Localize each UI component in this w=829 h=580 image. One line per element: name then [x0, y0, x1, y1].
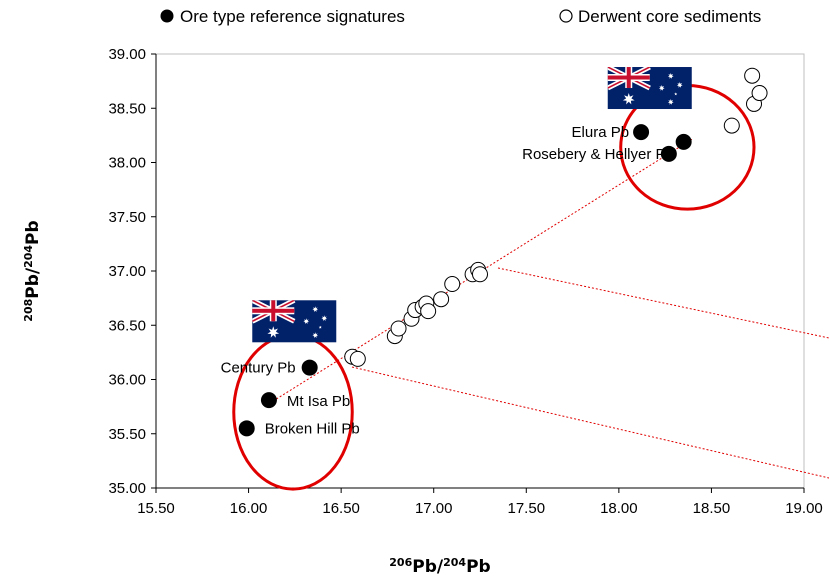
- australia-flag: [252, 300, 337, 343]
- derwent-point: [390, 320, 407, 337]
- x-tick-label: 17.50: [508, 500, 546, 517]
- legend-marker-ore: [160, 9, 174, 23]
- y-tick-label: 37.50: [108, 209, 146, 226]
- x-tick-label: 17.00: [415, 500, 453, 517]
- legend-marker-derwent: [559, 9, 573, 23]
- ore-point: [301, 359, 318, 376]
- ore-point-label: Elura Pb: [572, 124, 630, 141]
- y-tick-label: 39.00: [108, 46, 146, 63]
- y-tick-label: 36.00: [108, 372, 146, 389]
- x-ticks: 15.50 16.00 16.50 17.00 17.50 18.00 18.50 19.00: [137, 488, 823, 517]
- zoom-guide-line-lower: [351, 366, 829, 479]
- derwent-point: [420, 303, 437, 320]
- ore-point: [660, 145, 677, 162]
- derwent-point: [472, 266, 488, 283]
- x-axis-title: 206Pb/204Pb: [389, 556, 490, 577]
- ore-point: [260, 392, 277, 409]
- x-tick-label: 16.00: [230, 500, 268, 517]
- australia-flag: [607, 67, 692, 110]
- y-ticks: 35.00 35.50 36.00 36.50 37.00 37.50 38.00 38.50…: [108, 46, 156, 497]
- x-tick-label: 18.00: [600, 500, 638, 517]
- annotations: [232, 67, 756, 491]
- derwent-point: [433, 291, 450, 308]
- derwent-point: [751, 85, 768, 102]
- y-axis-title: 208Pb/204Pb: [22, 220, 43, 321]
- y-tick-label: 38.00: [108, 155, 146, 172]
- zoom-guide-line-upper: [497, 267, 829, 339]
- ore-point-label: Mt Isa Pb: [287, 393, 350, 410]
- derwent-point: [723, 117, 740, 134]
- x-tick-label: 19.00: [785, 500, 823, 517]
- legend-label-ore: Ore type reference signatures: [180, 7, 405, 26]
- ore-point-label: Century Pb: [221, 360, 296, 377]
- x-tick-label: 18.50: [693, 500, 731, 517]
- y-tick-label: 35.50: [108, 426, 146, 443]
- derwent-point: [349, 350, 366, 367]
- point-labels: Broken Hill Pb Mt Isa Pb Century Pb Elura P…: [221, 124, 674, 437]
- ore-point: [633, 124, 650, 141]
- ore-point-label: Rosebery & Hellyer Pb: [522, 146, 674, 163]
- y-tick-label: 36.50: [108, 317, 146, 334]
- y-tick-label: 38.50: [108, 100, 146, 117]
- y-tick-label: 37.00: [108, 263, 146, 280]
- ore-point: [675, 133, 692, 150]
- series-ore-reference-signatures: [238, 124, 692, 437]
- derwent-point: [744, 67, 761, 84]
- x-tick-label: 16.50: [322, 500, 360, 517]
- ore-point-label: Broken Hill Pb: [265, 420, 360, 437]
- ore-point: [238, 420, 255, 437]
- highlight-circle: [232, 333, 354, 491]
- legend: Ore type reference signatures Derwent co…: [160, 7, 761, 26]
- derwent-point: [444, 276, 461, 293]
- legend-label-derwent: Derwent core sediments: [578, 7, 761, 26]
- y-tick-label: 35.00: [108, 480, 146, 497]
- x-tick-label: 15.50: [137, 500, 175, 517]
- series-derwent-core-sediments: [344, 67, 768, 367]
